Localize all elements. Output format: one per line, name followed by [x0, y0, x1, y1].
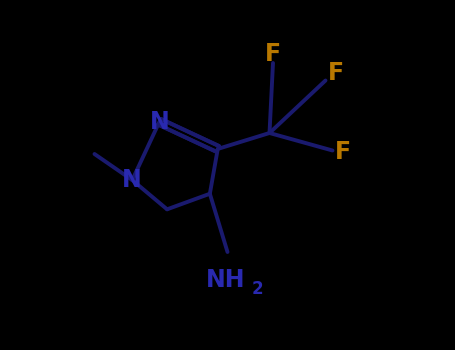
Text: 2: 2 — [252, 280, 263, 298]
Text: F: F — [328, 62, 344, 85]
Text: F: F — [335, 140, 351, 164]
Text: F: F — [265, 42, 281, 66]
Text: N: N — [150, 110, 169, 134]
Text: N: N — [122, 168, 142, 192]
Text: NH: NH — [206, 268, 246, 292]
